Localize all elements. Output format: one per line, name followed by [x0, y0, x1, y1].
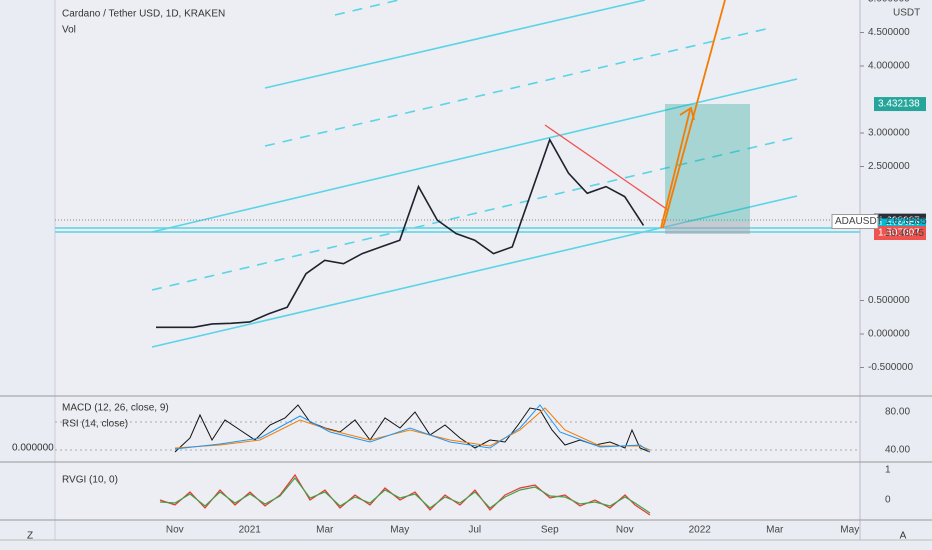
y-tick-label: 4.500000 [868, 27, 910, 38]
footer-left[interactable]: Z [27, 531, 33, 542]
x-tick-label: May [840, 525, 859, 536]
x-tick-label: Mar [766, 525, 784, 536]
trend-line [544, 124, 669, 211]
macd-label: MACD (12, 26, close, 9) [62, 403, 169, 414]
price-badge-label: 1.507007 [878, 228, 920, 239]
stop-box [665, 222, 750, 234]
price-badge [874, 226, 926, 241]
arrow [660, 0, 726, 229]
y-tick-label: 4.000000 [868, 61, 910, 72]
x-tick-label: Sep [541, 525, 559, 536]
rsi-tick: 40.00 [885, 445, 910, 456]
plot-area [55, 0, 860, 520]
y-tick-label: -0.500000 [868, 362, 913, 373]
rvgi-tick: 1 [885, 465, 891, 476]
price-line [156, 137, 645, 329]
x-tick-label: Nov [166, 525, 184, 536]
name-label: ADAUSDT [835, 216, 883, 227]
x-tick-label: Mar [316, 525, 334, 536]
macd-line [174, 404, 651, 453]
y-tick-label: 2.500000 [868, 161, 910, 172]
rsi-tick: 80.00 [885, 407, 910, 418]
y-tick-label: 0.500000 [868, 295, 910, 306]
title: Cardano / Tether USD, 1D, KRAKEN [62, 9, 225, 20]
name-badge [831, 214, 879, 230]
x-tick-label: 2022 [689, 525, 712, 536]
price-badge [874, 97, 926, 112]
y-tick-label: 5.000000 [868, 0, 910, 5]
x-tick-label: Jul [468, 525, 481, 536]
rsi-label: RSI (14, close) [62, 419, 128, 430]
x-tick-label: 2021 [239, 525, 262, 536]
channel [55, 0, 860, 348]
volume-label: Vol [62, 25, 76, 36]
unit-label: USDT [893, 8, 920, 19]
y-tick-label: 3.000000 [868, 128, 910, 139]
rvgi-signal [159, 477, 651, 514]
rvgi-label: RVGI (10, 0) [62, 475, 118, 486]
left-value: 0.000000 [12, 443, 54, 454]
footer-right[interactable]: A [900, 531, 907, 542]
x-tick-label: May [390, 525, 409, 536]
rvgi-tick: 0 [885, 495, 891, 506]
x-tick-label: Nov [616, 525, 634, 536]
y-tick-label: 0.000000 [868, 329, 910, 340]
countdown: 16:48:45 [885, 228, 924, 239]
price-badge-label: 3.432138 [878, 99, 920, 110]
last-price: 1.678585 [885, 216, 927, 227]
macd-signal [174, 407, 651, 451]
target-box [665, 104, 750, 222]
